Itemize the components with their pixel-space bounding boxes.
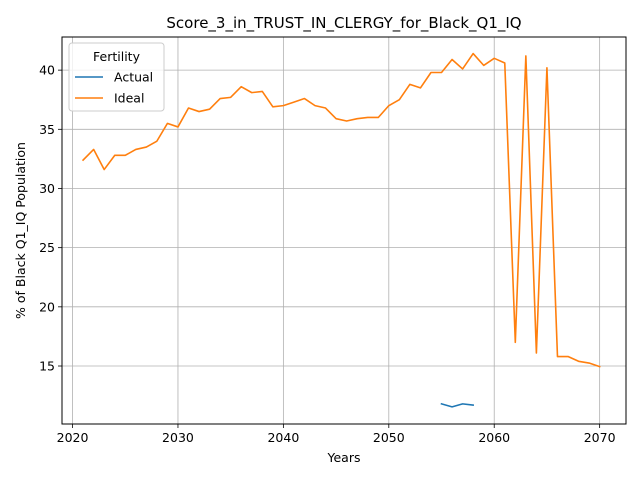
series-layer — [81, 52, 601, 408]
legend-label-actual: Actual — [114, 70, 153, 85]
y-tick-label: 40 — [39, 63, 55, 78]
y-tick-label: 20 — [39, 299, 55, 314]
legend-title: Fertility — [93, 49, 141, 64]
y-tick-label: 30 — [39, 181, 55, 196]
y-axis-label: % of Black Q1_IQ Population — [13, 142, 28, 319]
legend-label-ideal: Ideal — [114, 91, 144, 106]
x-tick-label: 2040 — [267, 430, 299, 445]
legend: Fertility Actual Ideal — [68, 42, 165, 112]
series-line-actual — [440, 402, 475, 408]
x-tick-label: 2070 — [584, 430, 616, 445]
x-tick-label: 2030 — [162, 430, 194, 445]
y-tick-label: 25 — [39, 240, 55, 255]
y-axis-ticks: 15 20 25 30 35 40 — [39, 63, 62, 374]
legend-entries: Actual Ideal — [75, 70, 153, 106]
x-tick-label: 2050 — [373, 430, 405, 445]
series-line-ideal — [81, 52, 601, 368]
x-axis-label: Years — [327, 450, 361, 465]
chart-title: Score_3_in_TRUST_IN_CLERGY_for_Black_Q1_… — [166, 14, 521, 33]
y-tick-label: 35 — [39, 122, 55, 137]
y-tick-label: 15 — [39, 359, 55, 374]
x-tick-label: 2060 — [478, 430, 510, 445]
plot-frame — [61, 36, 627, 425]
x-tick-label: 2020 — [57, 430, 89, 445]
x-axis-ticks: 2020 2030 2040 2050 2060 2070 — [57, 424, 616, 445]
legend-box — [68, 42, 165, 112]
